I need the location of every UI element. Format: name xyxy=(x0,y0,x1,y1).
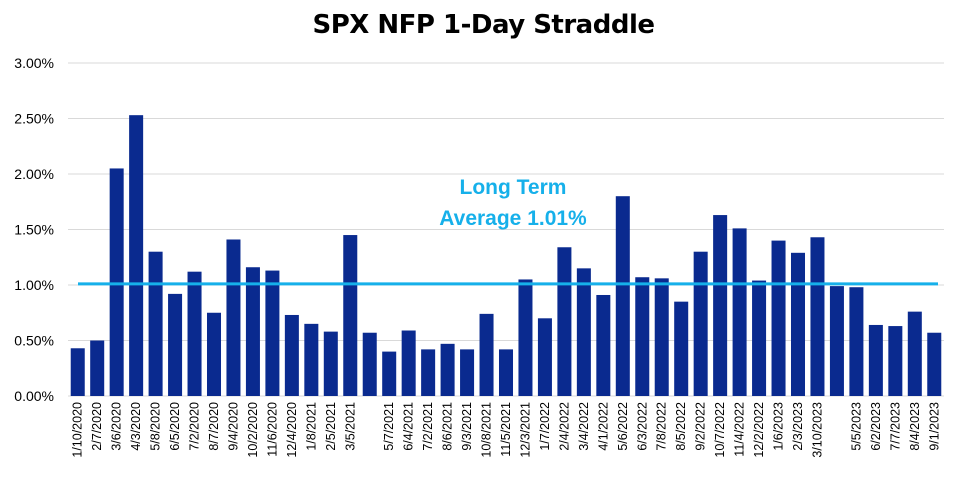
x-tick-label: 11/6/2020 xyxy=(265,402,279,457)
bar xyxy=(109,168,124,396)
bar xyxy=(206,312,222,396)
bar xyxy=(90,340,105,396)
x-tick-label: 11/5/2021 xyxy=(499,402,513,457)
x-tick-label: 4/1/2022 xyxy=(596,402,610,451)
x-tick-label: 8/7/2020 xyxy=(207,402,221,451)
bar xyxy=(245,267,260,396)
bar xyxy=(382,351,397,396)
x-tick-label: 1/8/2021 xyxy=(304,402,318,451)
bar xyxy=(771,240,786,396)
x-tick-label: 5/7/2021 xyxy=(382,402,396,451)
bar xyxy=(849,287,864,396)
bar xyxy=(226,239,241,396)
bar xyxy=(265,270,280,396)
x-tick-label: 2/4/2022 xyxy=(557,402,571,451)
bar xyxy=(498,349,514,396)
bar xyxy=(888,326,903,396)
bar xyxy=(323,331,338,396)
x-tick-label: 6/5/2020 xyxy=(168,402,182,451)
bar xyxy=(187,271,202,396)
bar xyxy=(713,215,728,396)
x-tick-label: 12/4/2020 xyxy=(285,402,299,458)
y-tick-label: 2.50% xyxy=(14,111,54,127)
bar xyxy=(868,324,883,396)
bar xyxy=(576,268,591,396)
bar xyxy=(829,286,844,396)
bar xyxy=(440,343,455,396)
y-tick-label: 2.00% xyxy=(14,166,54,182)
x-tick-label: 9/1/2023 xyxy=(927,402,941,451)
bar xyxy=(654,278,669,396)
chart-title: SPX NFP 1-Day Straddle xyxy=(312,10,655,40)
x-tick-label: 1/7/2022 xyxy=(538,402,552,451)
bar xyxy=(421,349,436,396)
bar xyxy=(790,252,806,396)
bar xyxy=(537,318,552,396)
x-tick-label: 8/6/2021 xyxy=(441,402,455,451)
x-tick-label: 6/3/2022 xyxy=(635,402,649,451)
bar xyxy=(752,280,767,396)
bar xyxy=(693,251,708,396)
x-tick-label: 10/7/2022 xyxy=(713,402,727,458)
bar xyxy=(304,323,319,396)
x-tick-label: 7/7/2023 xyxy=(888,402,902,451)
bar xyxy=(148,251,163,396)
bar xyxy=(129,115,144,397)
y-tick-label: 0.00% xyxy=(14,388,54,404)
x-tick-label: 3/4/2022 xyxy=(577,402,591,451)
y-tick-label: 1.00% xyxy=(14,277,54,293)
bar xyxy=(518,279,533,396)
x-tick-label: 3/6/2020 xyxy=(110,402,124,451)
x-tick-label: 7/2/2020 xyxy=(188,402,202,451)
bar xyxy=(362,332,377,396)
bar xyxy=(343,235,358,396)
bar xyxy=(460,349,475,396)
x-tick-label: 2/3/2023 xyxy=(791,402,805,451)
x-tick-label: 6/2/2023 xyxy=(869,402,883,451)
x-tick-label: 5/5/2023 xyxy=(849,402,863,451)
bar xyxy=(284,314,299,396)
y-tick-label: 1.50% xyxy=(14,222,54,238)
x-tick-label: 4/3/2020 xyxy=(129,402,143,451)
bar xyxy=(732,228,747,396)
x-tick-label: 5/8/2020 xyxy=(149,402,163,451)
x-tick-label: 10/2/2020 xyxy=(246,402,260,458)
bar xyxy=(615,196,630,396)
x-tick-label: 12/2/2022 xyxy=(752,402,766,458)
x-tick-label: 6/4/2021 xyxy=(402,402,416,451)
x-tick-label: 7/8/2022 xyxy=(655,402,669,451)
x-tick-label: 3/5/2021 xyxy=(343,402,357,451)
x-tick-label: 2/5/2021 xyxy=(324,402,338,451)
average-label-line1: Long Term xyxy=(460,176,567,199)
x-tick-label: 5/6/2022 xyxy=(616,402,630,451)
x-tick-label: 8/4/2023 xyxy=(908,402,922,451)
bar xyxy=(907,311,922,396)
x-tick-label: 12/3/2021 xyxy=(518,402,532,458)
bar xyxy=(479,313,494,396)
bar xyxy=(596,294,611,396)
bar xyxy=(168,293,183,396)
y-tick-label: 3.00% xyxy=(14,55,54,71)
x-tick-label: 1/6/2023 xyxy=(772,402,786,451)
x-tick-label: 7/2/2021 xyxy=(421,402,435,451)
bar xyxy=(70,348,85,396)
bar xyxy=(927,332,942,396)
bar xyxy=(401,330,416,396)
x-tick-label: 9/4/2020 xyxy=(226,402,240,451)
x-tick-label: 11/4/2022 xyxy=(733,402,747,457)
y-tick-label: 0.50% xyxy=(14,333,54,349)
x-tick-label: 9/3/2021 xyxy=(460,402,474,451)
bar xyxy=(810,237,825,396)
bar xyxy=(674,301,689,396)
x-tick-label: 1/10/2020 xyxy=(71,402,85,458)
x-tick-label: 8/5/2022 xyxy=(674,402,688,451)
x-tick-label: 2/7/2020 xyxy=(90,402,104,451)
average-label-line2: Average 1.01% xyxy=(439,207,587,230)
bar xyxy=(635,277,650,396)
x-tick-label: 3/10/2023 xyxy=(810,402,824,458)
x-tick-label: 10/8/2021 xyxy=(480,402,494,458)
x-tick-label: 9/2/2022 xyxy=(694,402,708,451)
bar xyxy=(557,247,572,396)
